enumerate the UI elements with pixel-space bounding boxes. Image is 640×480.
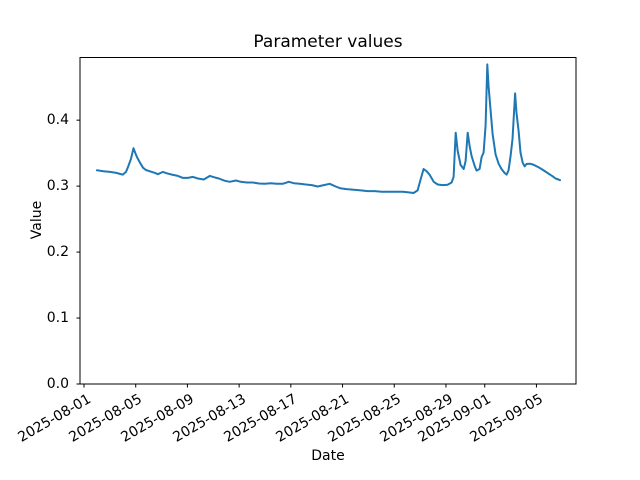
y-tick-label: 0.2: [46, 244, 69, 261]
y-tick-label: 0.1: [46, 310, 69, 327]
y-tick-label: 0.3: [46, 178, 69, 195]
y-tick-label: 0.0: [46, 376, 69, 392]
chart-title: Parameter values: [253, 32, 403, 52]
x-axis-label: Date: [311, 448, 345, 464]
axes-border: [79, 57, 577, 385]
y-tick-label: 0.4: [46, 112, 69, 129]
y-axis-label: Value: [29, 200, 45, 240]
data-line: [95, 63, 561, 194]
